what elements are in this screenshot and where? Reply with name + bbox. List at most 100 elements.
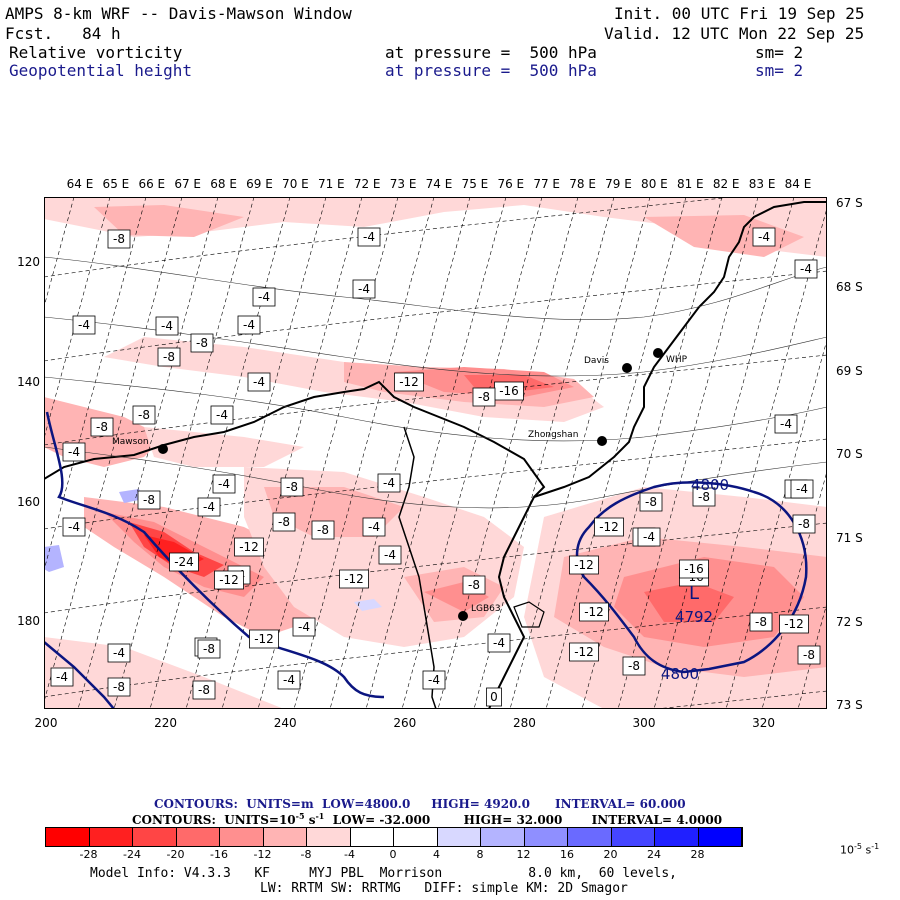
svg-text:-12: -12: [599, 520, 619, 534]
vorticity-label: -8: [157, 347, 181, 367]
svg-text:-12: -12: [344, 572, 364, 586]
vorticity-label: -4: [378, 545, 402, 565]
colorbar-swatch: [133, 828, 177, 846]
station-dot: [597, 436, 607, 446]
colorbar-swatch: [437, 828, 481, 846]
model-info-line2: LW: RRTM SW: RRTMG DIFF: simple KM: 2D S…: [260, 881, 628, 896]
station-dot: [458, 611, 468, 621]
svg-text:-8: -8: [163, 350, 175, 364]
coast-east: [533, 201, 827, 498]
contour-4: [44, 446, 827, 509]
svg-text:-12: -12: [219, 573, 239, 587]
vorticity-label: -4: [292, 617, 316, 637]
colorbar-label: 8: [476, 848, 484, 861]
vorticity-contours: [44, 256, 827, 509]
colorbar: [45, 827, 743, 847]
vort-contour-high-label: HIGH=: [463, 813, 513, 827]
vorticity-label: -8: [137, 490, 161, 510]
vorticity-label: -8: [107, 229, 131, 249]
vort-contour-prefix: CONTOURS: UNITS=10: [132, 813, 296, 827]
lon-label: 67 E: [174, 177, 202, 191]
vorticity-label: -4: [237, 315, 261, 335]
station-label: WHP: [666, 355, 688, 365]
lon-label: 66 E: [138, 177, 166, 191]
meridian-line: [689, 206, 827, 709]
svg-text:-4: -4: [298, 620, 310, 634]
svg-text:-8: -8: [317, 523, 329, 537]
svg-text:-4: -4: [283, 673, 295, 687]
station-markers: Mawson Davis WHP Zhongshan LGB63: [112, 348, 688, 621]
contour-2: [44, 316, 827, 377]
meridian-line: [725, 338, 827, 709]
meridian-line: [581, 197, 723, 709]
station-label: Mawson: [112, 437, 149, 447]
vort-contour-exp: -5: [295, 811, 305, 821]
svg-text:-16: -16: [684, 562, 704, 576]
svg-text:-24: -24: [174, 555, 194, 569]
colorbar-label: 20: [603, 848, 618, 861]
field1-name: Relative vorticity: [9, 43, 183, 62]
vorticity-label: -8: [280, 477, 304, 497]
height-label: 4800: [691, 476, 729, 494]
coastline: [44, 201, 827, 709]
colorbar-label: 28: [690, 848, 705, 861]
svg-text:-8: -8: [645, 495, 657, 509]
vorticity-label: -4: [210, 405, 234, 425]
svg-text:-8: -8: [628, 659, 640, 673]
svg-text:-4: -4: [161, 319, 173, 333]
field2-level: at pressure = 500 hPa: [385, 61, 597, 80]
vorticity-label: -8: [622, 656, 646, 676]
svg-text:-12: -12: [574, 645, 594, 659]
vorticity-label: -8: [462, 575, 486, 595]
height-contour-high: 4920.0: [484, 797, 530, 811]
vort-west-2: [144, 427, 304, 467]
colorbar-swatch: [611, 828, 655, 846]
lon-label: 65 E: [102, 177, 130, 191]
vort-positive-3: [354, 599, 382, 611]
vorticity-label: -4: [422, 670, 446, 690]
svg-text:-4: -4: [113, 646, 125, 660]
colorbar-swatch: [220, 828, 264, 846]
height-label: 4800: [661, 665, 699, 683]
vort-contour-unit: s: [304, 813, 316, 827]
station-label: LGB63: [471, 604, 501, 614]
vort-band-nw-1: [644, 215, 804, 257]
svg-text:-12: -12: [574, 558, 594, 572]
vorticity-label: -4: [212, 474, 236, 494]
meridian-line: [329, 197, 471, 709]
vorticity-label: -12: [249, 629, 279, 649]
x-tick-label: 200: [34, 716, 58, 730]
vorticity-label: -8: [132, 405, 156, 425]
vorticity-label: -8: [472, 387, 496, 407]
vorticity-label: 0: [486, 687, 502, 707]
lat-lon-grid: [44, 197, 827, 709]
svg-text:-4: -4: [758, 230, 770, 244]
lat-label: 71 S: [836, 531, 863, 545]
vorticity-label: -4: [790, 479, 814, 499]
map-frame: [44, 197, 827, 709]
svg-text:-4: -4: [363, 230, 375, 244]
vorticity-label: -12: [579, 602, 609, 622]
vorticity-label: -4: [107, 643, 131, 663]
station-dot: [158, 444, 168, 454]
meridian-line: [365, 197, 507, 709]
colorbar-unit-base: 10: [840, 843, 854, 857]
vort-contour-unit-exp: -1: [315, 811, 325, 821]
vorticity-label: -4: [72, 315, 96, 335]
colorbar-label: -4: [344, 848, 355, 861]
vorticity-label: -4: [252, 287, 276, 307]
lat-label: 73 S: [836, 698, 863, 712]
vort-band-north: [44, 197, 827, 257]
svg-text:-8: -8: [278, 515, 290, 529]
meridian-line: [473, 197, 615, 709]
lon-label: 77 E: [533, 177, 561, 191]
height-contour-info: CONTOURS: UNITS=m LOW=4800.0 HIGH= 4920.…: [154, 797, 686, 811]
lon-label: 76 E: [497, 177, 525, 191]
meridian-line: [797, 601, 827, 709]
svg-text:-8: -8: [113, 232, 125, 246]
meridian-line: [77, 197, 219, 709]
field1-level: at pressure = 500 hPa: [385, 43, 597, 62]
vorticity-label: -4: [277, 670, 301, 690]
svg-text:-4: -4: [68, 520, 80, 534]
svg-text:-8: -8: [143, 493, 155, 507]
